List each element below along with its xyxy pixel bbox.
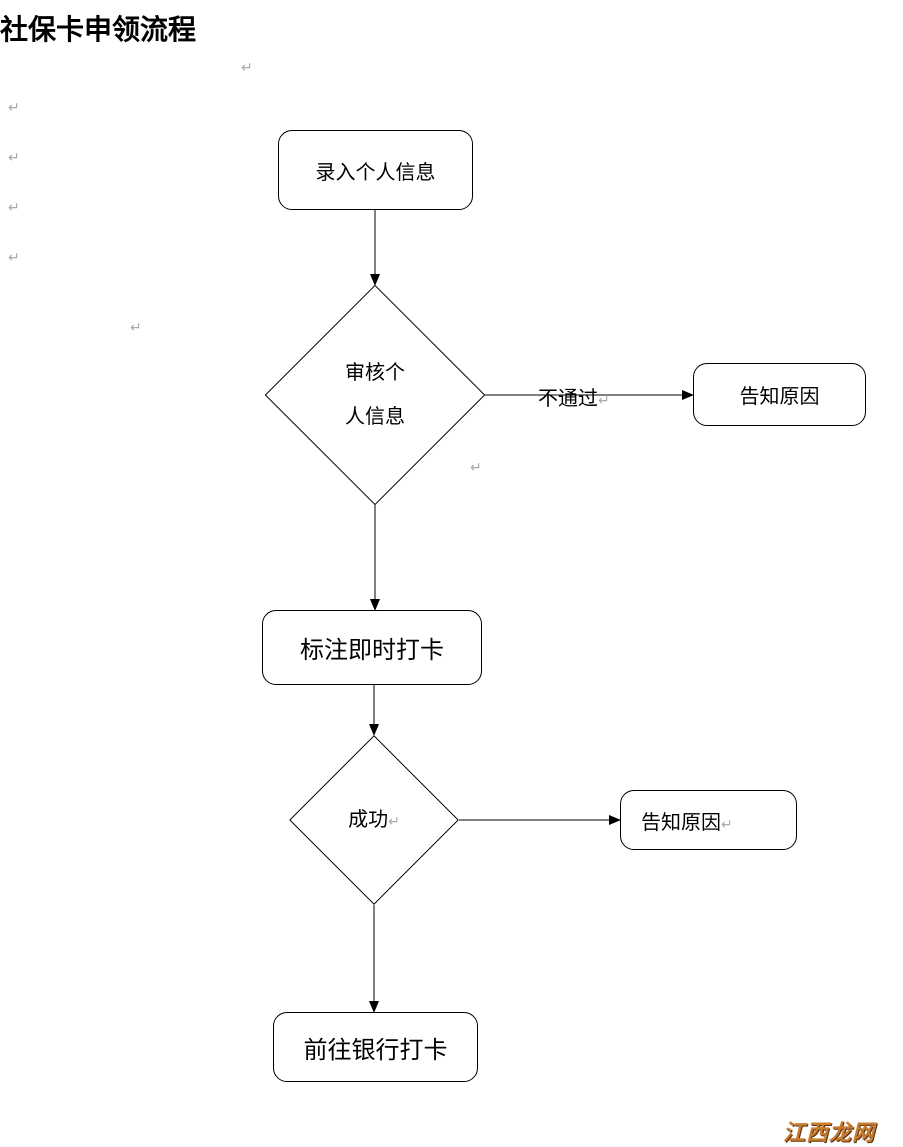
node-label: 标注即时打卡 [300, 630, 444, 665]
paragraph-mark: ↵ [8, 200, 20, 217]
node-label: 成功↵ [348, 798, 400, 842]
node-mark-instant-card: 标注即时打卡 [262, 610, 482, 685]
node-label: 录入个人信息 [316, 156, 436, 185]
paragraph-mark: ↵ [8, 250, 20, 267]
node-label: 前往银行打卡 [304, 1030, 448, 1065]
watermark: 江西龙网 [783, 1115, 875, 1147]
paragraph-mark: ↵ [130, 320, 142, 337]
edge-label-reject: 不通过↵ [538, 382, 610, 411]
node-inform-reason-2: 告知原因↵ [620, 790, 797, 850]
paragraph-mark: ↵ [241, 60, 253, 77]
page-title: 社保卡申领流程 [0, 8, 196, 48]
node-go-bank-card: 前往银行打卡 [273, 1012, 478, 1082]
node-inform-reason-1: 告知原因 [693, 363, 866, 426]
node-review-personal-info-text: 审核个 人信息 [300, 330, 450, 460]
edge-label-text: 不通过 [538, 388, 598, 410]
node-label-line1: 审核个 [345, 351, 405, 395]
node-success-check-text: 成功↵ [314, 760, 434, 880]
node-label-line2: 人信息 [345, 395, 405, 439]
paragraph-mark: ↵ [8, 100, 20, 117]
node-input-personal-info: 录入个人信息 [278, 130, 473, 210]
paragraph-mark: ↵ [8, 150, 20, 167]
node-label: 告知原因↵ [641, 806, 733, 835]
node-label: 告知原因 [740, 380, 820, 409]
paragraph-mark: ↵ [470, 460, 482, 477]
